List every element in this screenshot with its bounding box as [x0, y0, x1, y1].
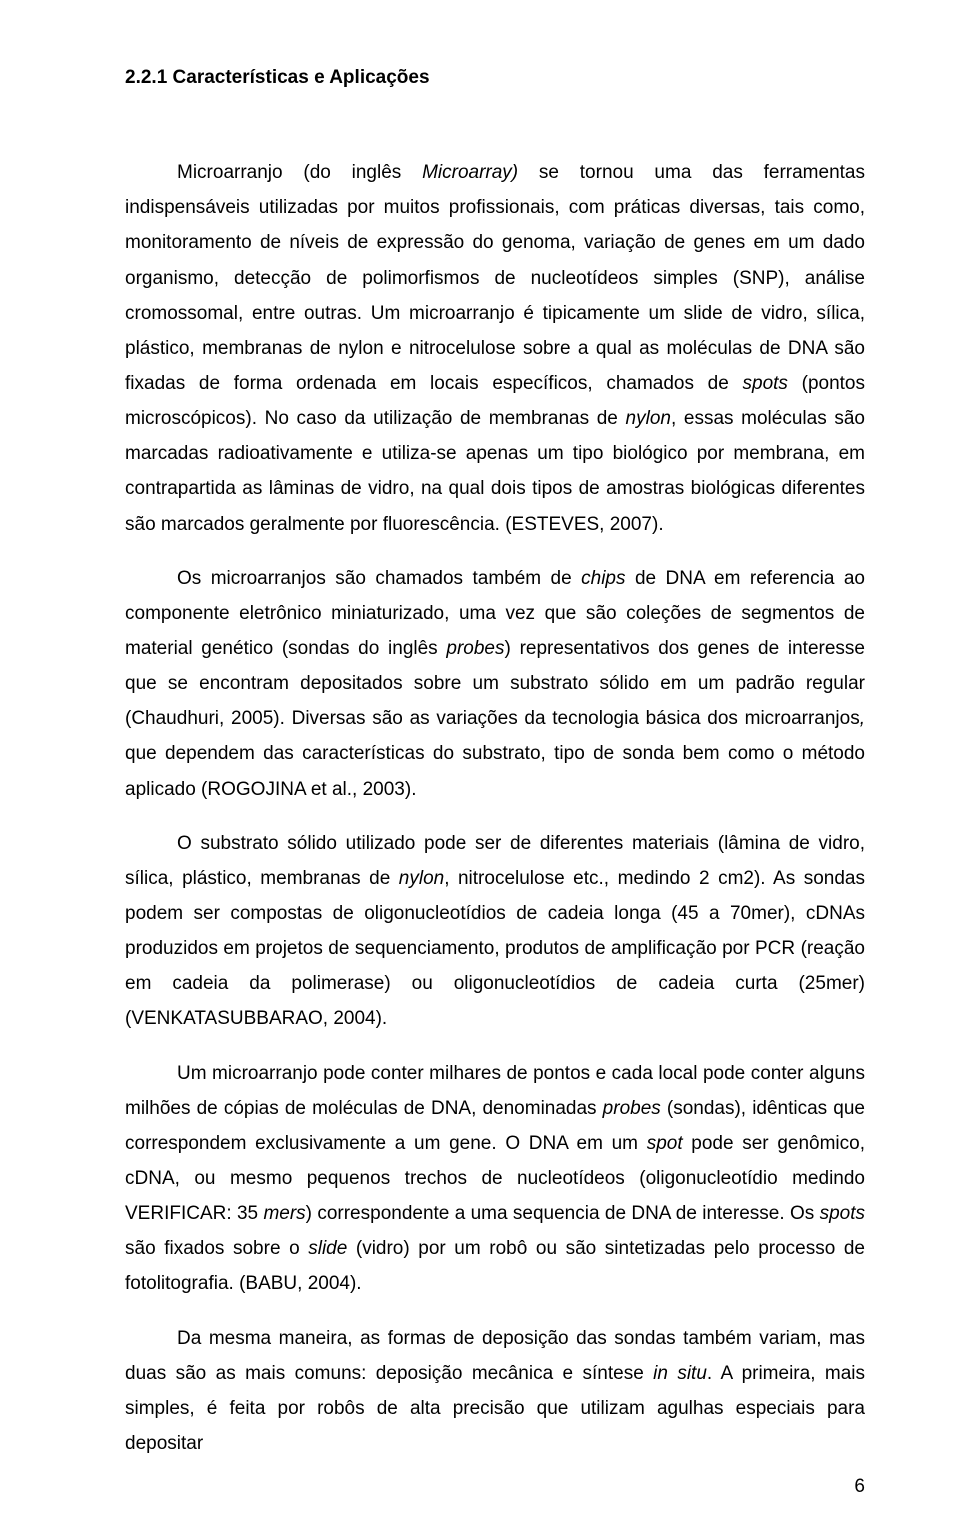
paragraph-1: Microarranjo (do inglês Microarray) se t… — [125, 155, 865, 542]
text-italic: chips — [581, 568, 625, 589]
paragraph-3: O substrato sólido utilizado pode ser de… — [125, 826, 865, 1037]
text-italic: slide — [308, 1238, 347, 1259]
text-run: são fixados sobre o — [125, 1238, 308, 1259]
section-heading: 2.2.1 Características e Aplicações — [125, 60, 865, 95]
paragraph-4: Um microarranjo pode conter milhares de … — [125, 1056, 865, 1302]
paragraph-2: Os microarranjos são chamados também de … — [125, 561, 865, 807]
text-italic: in situ — [653, 1363, 707, 1384]
text-run: , nitrocelulose etc., medindo 2 cm2). As… — [125, 868, 865, 1030]
text-italic: spot — [647, 1133, 683, 1154]
text-run: se tornou uma das ferramentas indispensá… — [125, 162, 865, 394]
text-italic: , — [860, 708, 865, 729]
paragraph-5: Da mesma maneira, as formas de deposição… — [125, 1321, 865, 1462]
page-number: 6 — [854, 1469, 865, 1504]
text-italic: Microarray) — [422, 162, 518, 183]
text-run: que dependem das características do subs… — [125, 743, 865, 799]
text-run: Os microarranjos são chamados também de — [177, 568, 581, 589]
text-italic: probes — [603, 1098, 661, 1119]
text-italic: spots — [743, 373, 788, 394]
document-page: 2.2.1 Características e Aplicações Micro… — [0, 0, 960, 1528]
text-italic: probes — [446, 638, 504, 659]
text-italic: nylon — [399, 868, 444, 889]
text-italic: nylon — [626, 408, 671, 429]
text-italic: spots — [820, 1203, 865, 1224]
text-italic: mers — [263, 1203, 305, 1224]
text-run: ) correspondente a uma sequencia de DNA … — [306, 1203, 820, 1224]
text-run: Microarranjo (do inglês — [177, 162, 422, 183]
